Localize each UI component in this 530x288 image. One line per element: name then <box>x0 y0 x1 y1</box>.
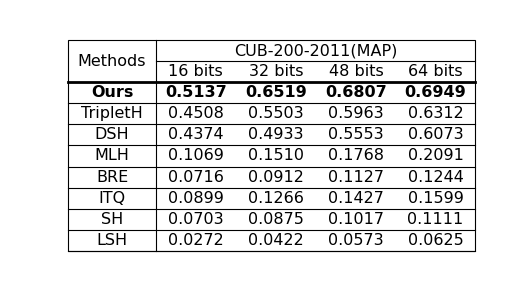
Text: 0.6073: 0.6073 <box>408 127 463 142</box>
Text: 0.2091: 0.2091 <box>408 149 463 164</box>
Text: CUB-200-2011(MAP): CUB-200-2011(MAP) <box>234 43 397 58</box>
Text: 0.4933: 0.4933 <box>248 127 304 142</box>
Text: 0.0912: 0.0912 <box>248 170 304 185</box>
Text: 0.0573: 0.0573 <box>328 233 384 248</box>
Text: 0.1244: 0.1244 <box>408 170 463 185</box>
Text: ITQ: ITQ <box>99 191 126 206</box>
Text: 0.0875: 0.0875 <box>248 212 304 227</box>
Text: 0.1510: 0.1510 <box>248 149 304 164</box>
Text: 0.6312: 0.6312 <box>408 106 463 121</box>
Text: 0.5503: 0.5503 <box>248 106 304 121</box>
Text: 16 bits: 16 bits <box>169 64 223 79</box>
Text: 0.1599: 0.1599 <box>408 191 463 206</box>
Text: 48 bits: 48 bits <box>329 64 383 79</box>
Text: LSH: LSH <box>96 233 128 248</box>
Text: 0.5137: 0.5137 <box>165 85 227 100</box>
Text: 0.0272: 0.0272 <box>168 233 224 248</box>
Text: 0.4374: 0.4374 <box>168 127 224 142</box>
Text: TripletH: TripletH <box>81 106 143 121</box>
Text: BRE: BRE <box>96 170 128 185</box>
Text: 0.0899: 0.0899 <box>168 191 224 206</box>
Text: 0.6949: 0.6949 <box>404 85 466 100</box>
Text: 0.1768: 0.1768 <box>328 149 384 164</box>
Text: Methods: Methods <box>78 54 146 69</box>
Text: 64 bits: 64 bits <box>408 64 463 79</box>
Text: DSH: DSH <box>95 127 129 142</box>
Text: 0.6519: 0.6519 <box>245 85 307 100</box>
Text: 0.1266: 0.1266 <box>248 191 304 206</box>
Text: 0.0625: 0.0625 <box>408 233 463 248</box>
Text: 0.0422: 0.0422 <box>248 233 304 248</box>
Text: 0.5553: 0.5553 <box>328 127 384 142</box>
Text: 0.0703: 0.0703 <box>168 212 224 227</box>
Text: 0.1111: 0.1111 <box>408 212 464 227</box>
Text: 32 bits: 32 bits <box>249 64 303 79</box>
Text: 0.0716: 0.0716 <box>168 170 224 185</box>
Text: 0.1017: 0.1017 <box>328 212 384 227</box>
Text: 0.6807: 0.6807 <box>325 85 387 100</box>
Text: Ours: Ours <box>91 85 133 100</box>
Text: 0.1069: 0.1069 <box>168 149 224 164</box>
Text: 0.5963: 0.5963 <box>328 106 384 121</box>
Text: SH: SH <box>101 212 123 227</box>
Text: MLH: MLH <box>94 149 129 164</box>
Text: 0.1427: 0.1427 <box>328 191 384 206</box>
Text: 0.4508: 0.4508 <box>168 106 224 121</box>
Text: 0.1127: 0.1127 <box>328 170 384 185</box>
